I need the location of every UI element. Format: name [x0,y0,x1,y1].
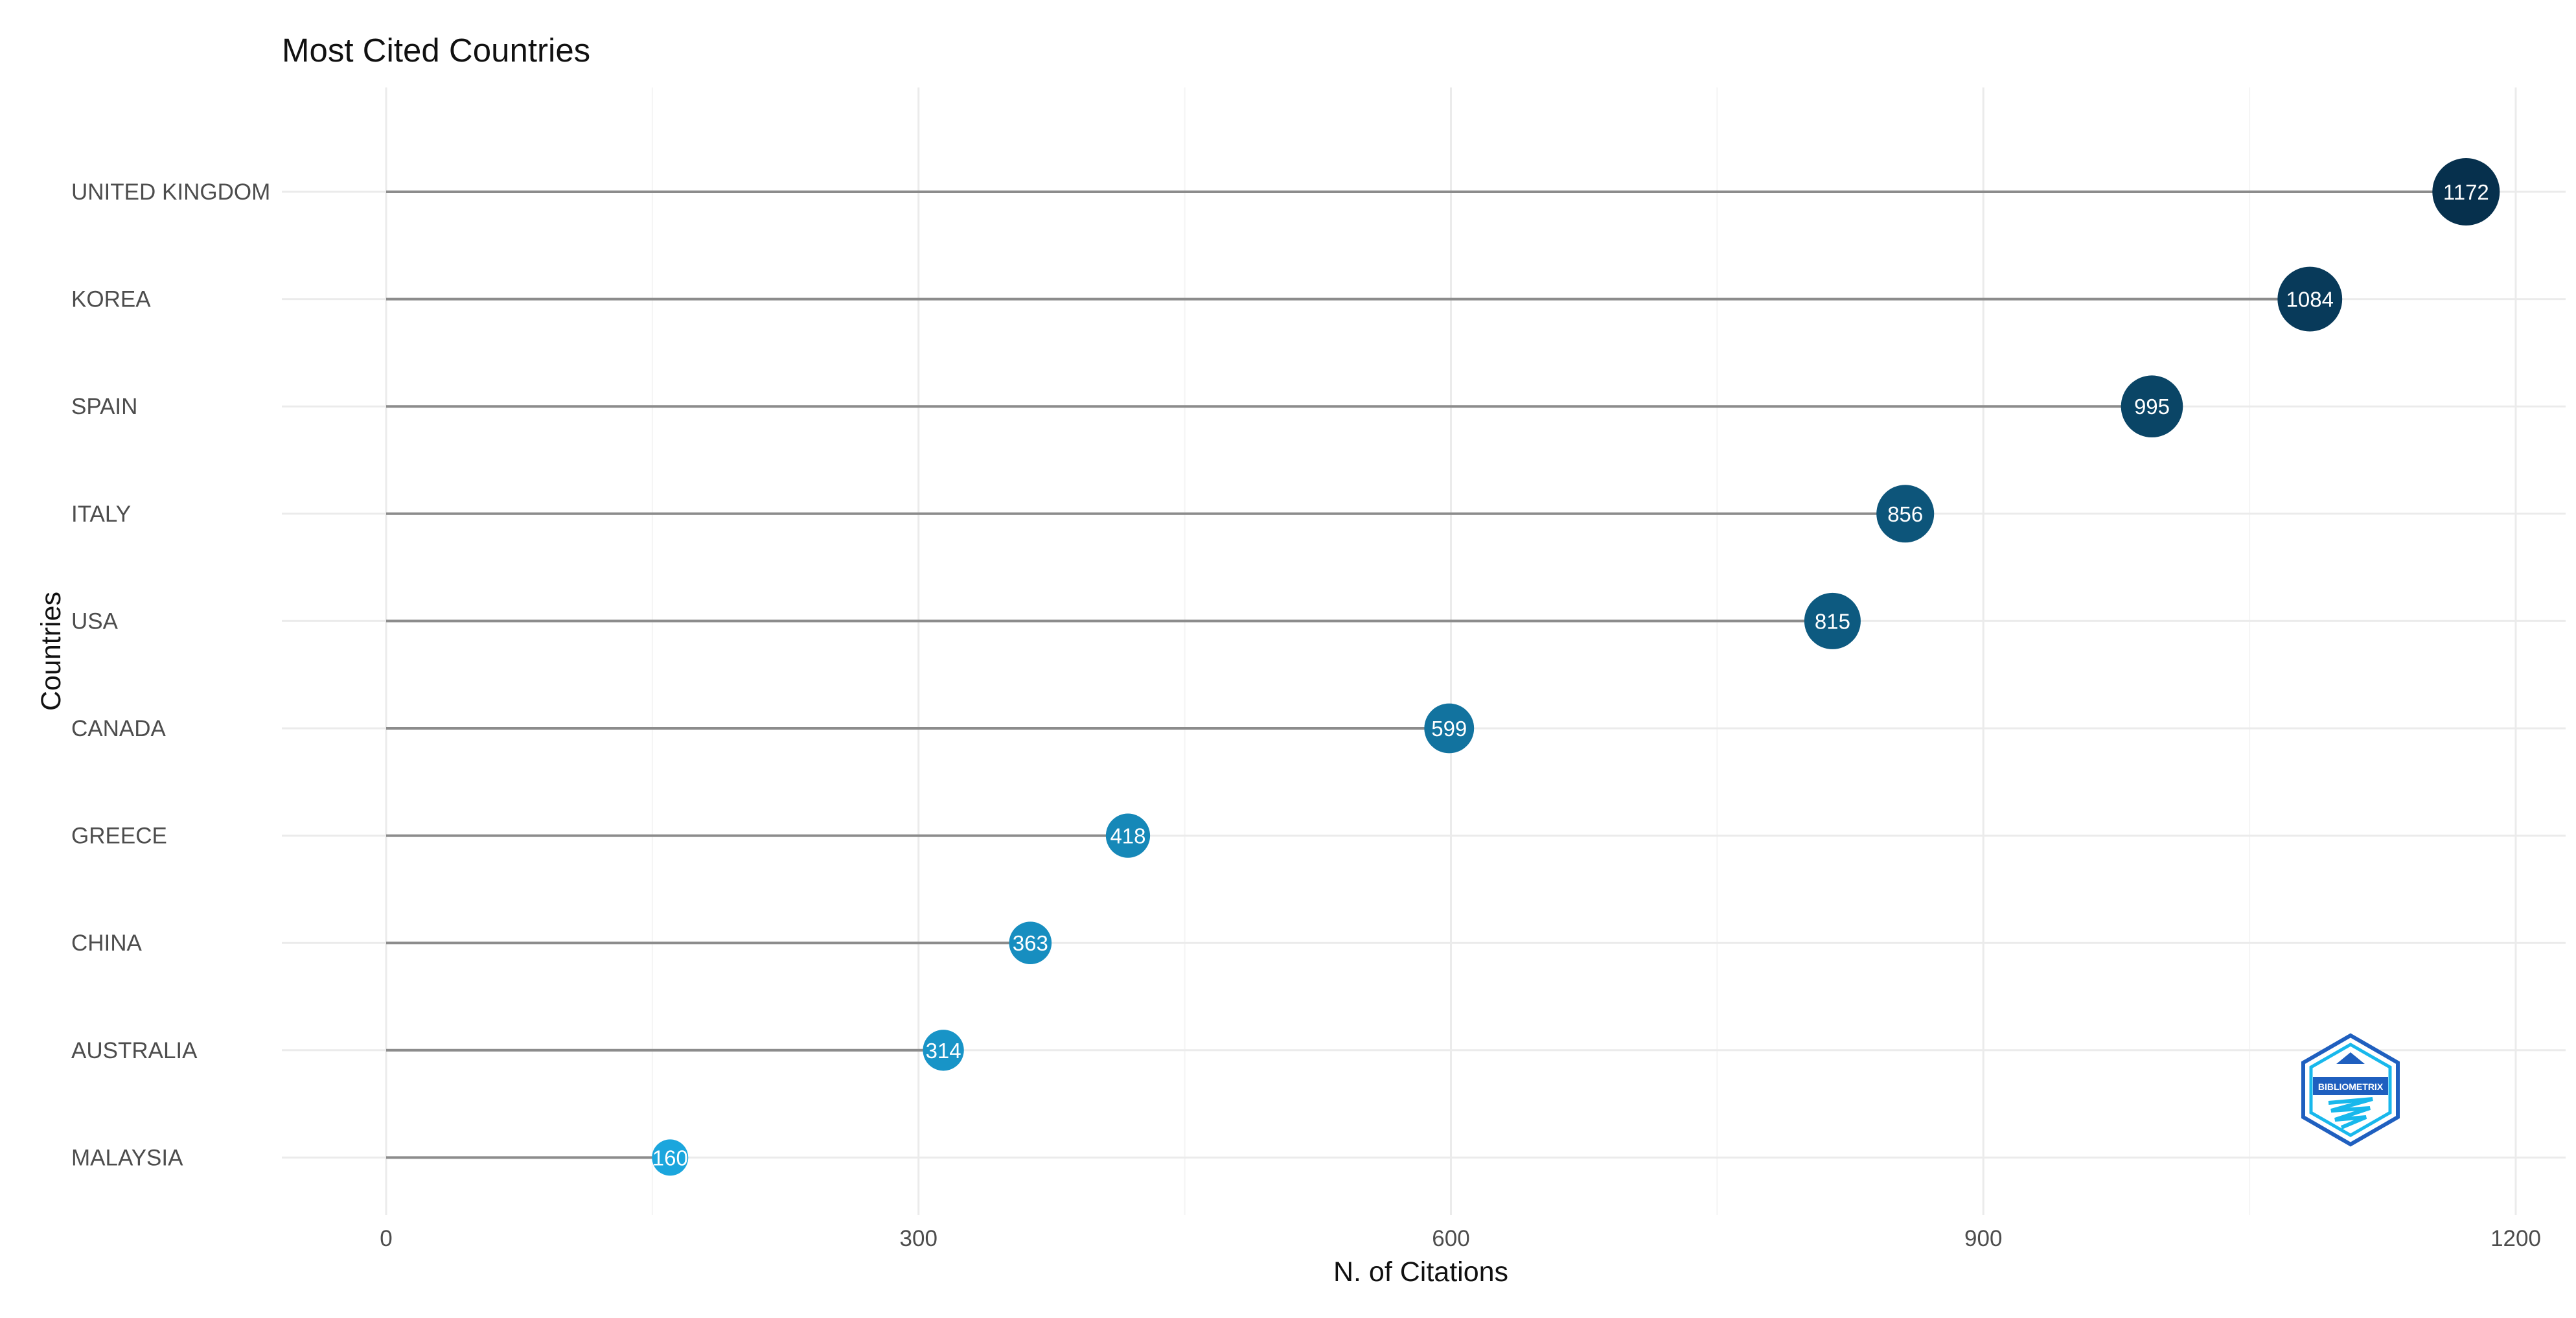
y-tick-label: GREECE [71,824,167,849]
y-tick-label: AUSTRALIA [71,1038,198,1063]
data-label: 815 [1815,609,1850,633]
lollipop-dot [1424,703,1475,754]
data-label: 995 [2134,395,2170,419]
y-tick-label: USA [71,608,119,634]
lollipop-dot [652,1139,689,1176]
x-tick-label: 1200 [2490,1226,2541,1251]
lollipop-stems [386,191,2467,1159]
lollipop-dot [923,1030,964,1071]
lollipop-dot [1105,813,1151,858]
lollipop-dot [2432,158,2500,225]
y-tick-label: CHINA [71,931,143,956]
x-tick-label: 600 [1432,1226,1469,1251]
grid [282,87,2566,1215]
x-tick-label: 900 [1964,1226,2002,1251]
data-label: 418 [1110,824,1145,848]
data-label: 314 [926,1039,961,1063]
y-tick-label: ITALY [71,502,131,527]
x-axis-tick-labels: 0 300 600 900 1200 [380,1226,2541,1251]
data-label: 1084 [2286,288,2334,312]
x-axis-title: N. of Citations [1333,1256,1508,1288]
y-axis-title: Countries [36,592,67,711]
bibliometrix-logo-icon: BIBLIOMETRIX [2301,1033,2400,1147]
lollipop-dot [2277,266,2343,332]
lollipop-dot [1876,485,1935,543]
data-label: 160 [652,1146,688,1170]
logo-wordmark: BIBLIOMETRIX [2318,1081,2384,1092]
lollipop-dot [2121,375,2183,438]
y-tick-label: MALAYSIA [71,1145,183,1170]
lollipop-dots: 1172 1084 995 856 815 599 418 363 314 160 [652,158,2500,1176]
data-label: 599 [1431,717,1467,741]
data-label: 1172 [2443,180,2489,204]
lollipop-dot [1009,921,1052,965]
lollipop-dot [1804,592,1861,649]
y-tick-label: KOREA [71,287,151,312]
y-tick-label: SPAIN [71,394,137,419]
x-tick-label: 0 [380,1226,392,1251]
data-label: 856 [1887,502,1923,526]
y-tick-label: CANADA [71,716,167,741]
chart-title: Most Cited Countries [282,32,590,69]
y-tick-label: UNITED KINGDOM [71,179,270,205]
y-axis-tick-labels: UNITED KINGDOM KOREA SPAIN ITALY USA CANADA GR… [71,179,270,1170]
x-tick-label: 300 [900,1226,937,1251]
data-label: 363 [1013,931,1048,955]
